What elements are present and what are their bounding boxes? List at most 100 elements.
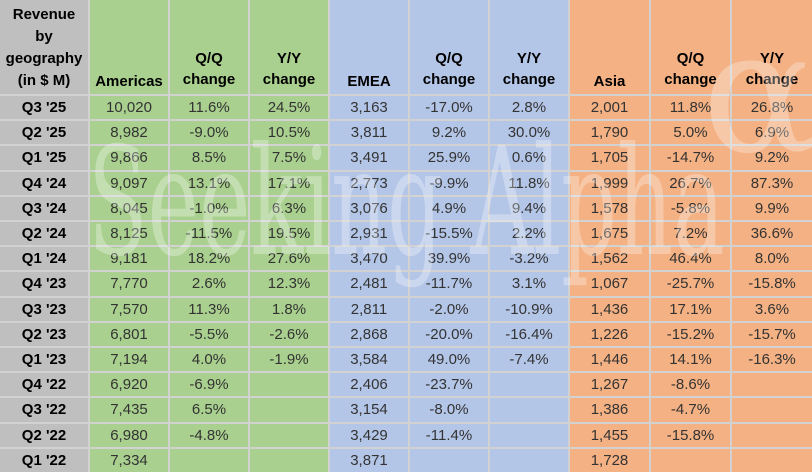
emea-revenue-cell: 3,871 xyxy=(330,448,408,472)
emea-qq-cell: 4.9% xyxy=(410,196,488,220)
emea-revenue-cell: 3,470 xyxy=(330,247,408,271)
row-label: Q2 '24 xyxy=(0,222,88,246)
emea-yy-cell: -3.2% xyxy=(490,247,568,271)
americas-yy-cell: 12.3% xyxy=(250,272,328,296)
emea-revenue-cell: 3,584 xyxy=(330,348,408,372)
americas-qq-cell xyxy=(170,448,248,472)
asia-yy-cell: 3.6% xyxy=(732,297,812,321)
emea-yy-cell xyxy=(490,448,568,472)
americas-yy-cell: 19.5% xyxy=(250,222,328,246)
americas-revenue-cell: 7,570 xyxy=(90,297,168,321)
row-label: Q2 '25 xyxy=(0,121,88,145)
asia-qq-cell: -8.6% xyxy=(651,373,730,397)
asia-qq-cell: -14.7% xyxy=(651,146,730,170)
americas-revenue-cell: 6,920 xyxy=(90,373,168,397)
americas-yy-cell: -1.9% xyxy=(250,348,328,372)
asia-qq-cell: 5.0% xyxy=(651,121,730,145)
emea-revenue-cell: 3,429 xyxy=(330,423,408,447)
emea-yy-cell: 30.0% xyxy=(490,121,568,145)
americas-yy-cell: -2.6% xyxy=(250,322,328,346)
emea-revenue-cell: 3,491 xyxy=(330,146,408,170)
emea-revenue-cell: 3,076 xyxy=(330,196,408,220)
americas-yy-cell: 27.6% xyxy=(250,247,328,271)
asia-qq-cell: 11.8% xyxy=(651,96,730,120)
col-header-asia: Asia xyxy=(570,0,649,94)
emea-yy-cell: -10.9% xyxy=(490,297,568,321)
asia-qq-cell: -5.8% xyxy=(651,196,730,220)
americas-revenue-cell: 6,801 xyxy=(90,322,168,346)
row-label: Q1 '25 xyxy=(0,146,88,170)
asia-revenue-cell: 1,790 xyxy=(570,121,649,145)
asia-yy-cell: 6.9% xyxy=(732,121,812,145)
americas-yy-cell: 17.1% xyxy=(250,171,328,195)
col-header-emea-yy-change: Y/Y change xyxy=(490,0,568,94)
emea-qq-cell: -11.7% xyxy=(410,272,488,296)
americas-qq-cell: 6.5% xyxy=(170,398,248,422)
emea-yy-cell xyxy=(490,398,568,422)
americas-revenue-cell: 7,770 xyxy=(90,272,168,296)
emea-qq-cell: -8.0% xyxy=(410,398,488,422)
asia-yy-cell xyxy=(732,423,812,447)
emea-yy-cell xyxy=(490,423,568,447)
americas-yy-cell xyxy=(250,398,328,422)
emea-yy-cell: -7.4% xyxy=(490,348,568,372)
americas-qq-cell: 11.3% xyxy=(170,297,248,321)
asia-revenue-cell: 1,562 xyxy=(570,247,649,271)
asia-revenue-cell: 1,728 xyxy=(570,448,649,472)
emea-yy-cell: 3.1% xyxy=(490,272,568,296)
asia-yy-cell xyxy=(732,448,812,472)
asia-qq-cell: 17.1% xyxy=(651,297,730,321)
americas-revenue-cell: 9,097 xyxy=(90,171,168,195)
emea-yy-cell: 11.8% xyxy=(490,171,568,195)
americas-revenue-cell: 9,866 xyxy=(90,146,168,170)
americas-qq-cell: 11.6% xyxy=(170,96,248,120)
americas-qq-cell: -5.5% xyxy=(170,322,248,346)
emea-revenue-cell: 2,931 xyxy=(330,222,408,246)
asia-qq-cell: 7.2% xyxy=(651,222,730,246)
emea-qq-cell: 9.2% xyxy=(410,121,488,145)
col-header-americas-qq-change: Q/Q change xyxy=(170,0,248,94)
asia-revenue-cell: 1,067 xyxy=(570,272,649,296)
americas-qq-cell: -1.0% xyxy=(170,196,248,220)
americas-revenue-cell: 9,181 xyxy=(90,247,168,271)
asia-qq-cell xyxy=(651,448,730,472)
row-label: Q3 '22 xyxy=(0,398,88,422)
americas-revenue-cell: 7,194 xyxy=(90,348,168,372)
row-label: Q4 '23 xyxy=(0,272,88,296)
row-label: Q1 '24 xyxy=(0,247,88,271)
row-label: Q1 '23 xyxy=(0,348,88,372)
asia-qq-cell: 26.7% xyxy=(651,171,730,195)
row-label: Q1 '22 xyxy=(0,448,88,472)
emea-qq-cell: 39.9% xyxy=(410,247,488,271)
asia-revenue-cell: 1,578 xyxy=(570,196,649,220)
americas-qq-cell: -6.9% xyxy=(170,373,248,397)
asia-yy-cell: 36.6% xyxy=(732,222,812,246)
americas-yy-cell: 24.5% xyxy=(250,96,328,120)
emea-revenue-cell: 3,163 xyxy=(330,96,408,120)
emea-qq-cell: -2.0% xyxy=(410,297,488,321)
emea-yy-cell xyxy=(490,373,568,397)
emea-revenue-cell: 3,811 xyxy=(330,121,408,145)
asia-yy-cell: 87.3% xyxy=(732,171,812,195)
row-label: Q4 '24 xyxy=(0,171,88,195)
asia-qq-cell: -25.7% xyxy=(651,272,730,296)
americas-revenue-cell: 8,045 xyxy=(90,196,168,220)
emea-qq-cell xyxy=(410,448,488,472)
emea-qq-cell: -23.7% xyxy=(410,373,488,397)
asia-yy-cell xyxy=(732,398,812,422)
col-header-asia-yy-change: Y/Y change xyxy=(732,0,812,94)
asia-yy-cell: 8.0% xyxy=(732,247,812,271)
asia-yy-cell: -15.7% xyxy=(732,322,812,346)
asia-revenue-cell: 1,436 xyxy=(570,297,649,321)
emea-qq-cell: 25.9% xyxy=(410,146,488,170)
emea-yy-cell: 0.6% xyxy=(490,146,568,170)
asia-yy-cell xyxy=(732,373,812,397)
asia-revenue-cell: 1,999 xyxy=(570,171,649,195)
emea-qq-cell: 49.0% xyxy=(410,348,488,372)
emea-yy-cell: -16.4% xyxy=(490,322,568,346)
americas-yy-cell xyxy=(250,373,328,397)
asia-revenue-cell: 1,705 xyxy=(570,146,649,170)
americas-yy-cell: 1.8% xyxy=(250,297,328,321)
